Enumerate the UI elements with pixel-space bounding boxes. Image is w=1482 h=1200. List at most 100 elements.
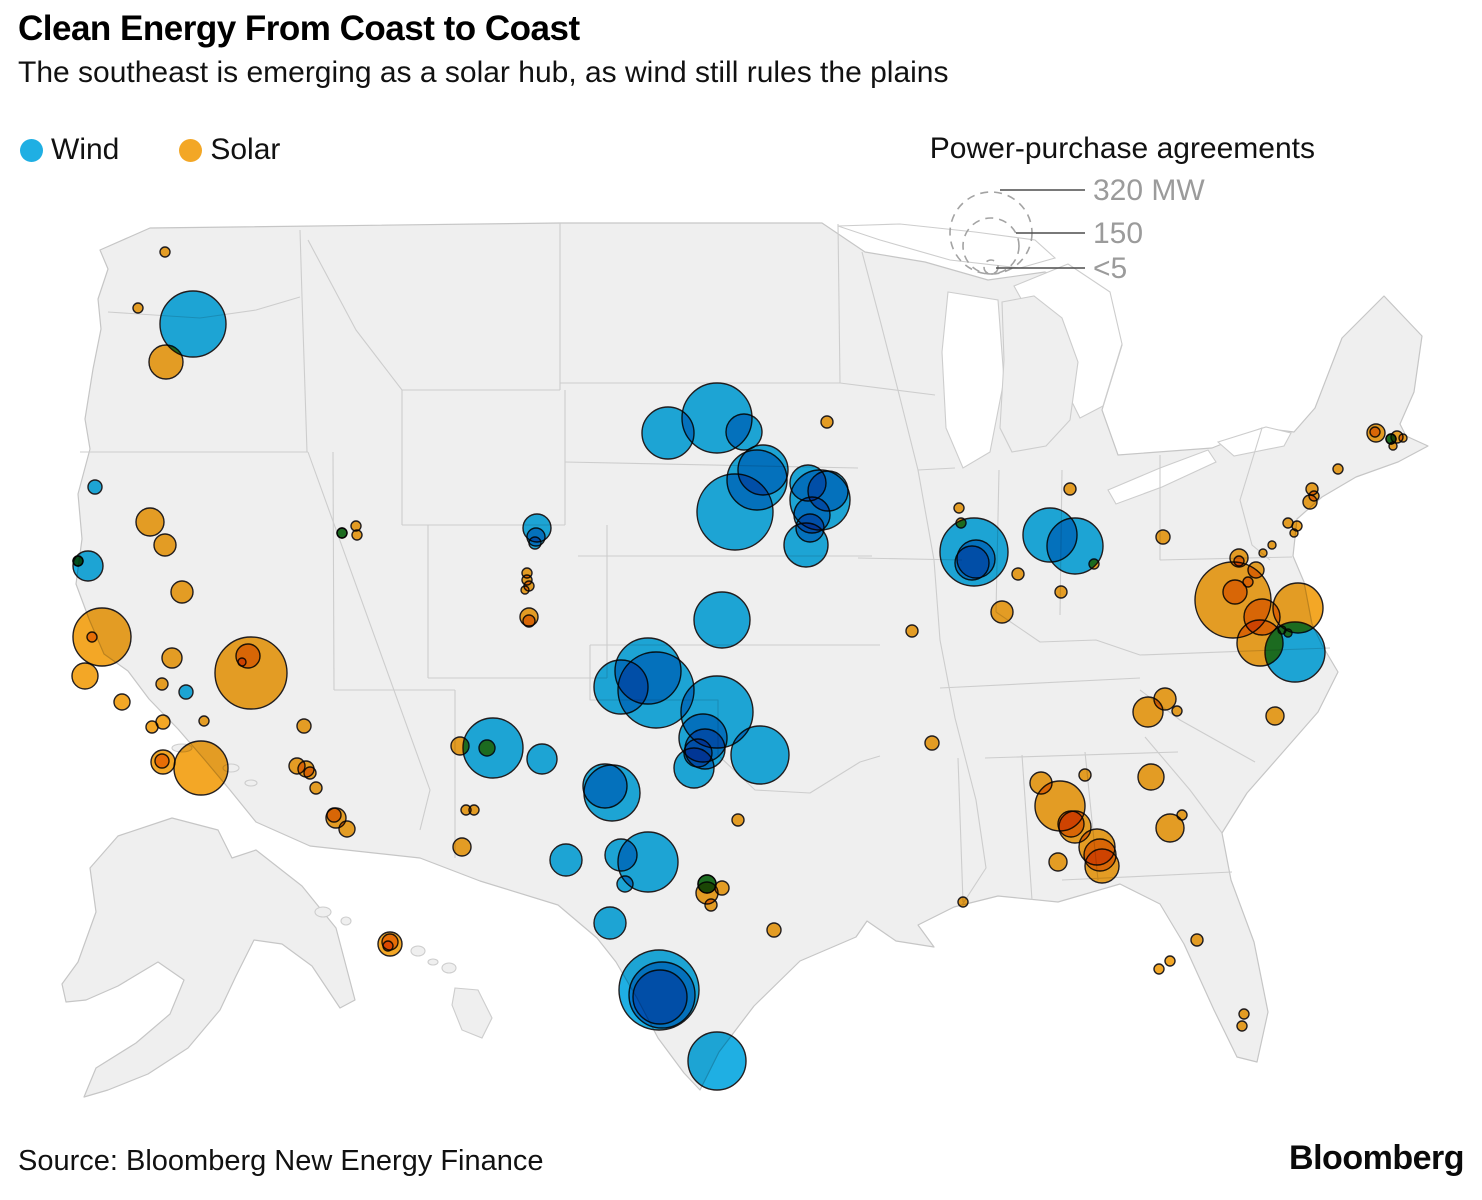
island (244, 779, 258, 787)
bubble-wind (730, 725, 790, 785)
bubble-wind (789, 464, 827, 502)
bubble-solar (1057, 810, 1085, 838)
bubble-wind (549, 843, 583, 877)
bubble-solar (953, 502, 965, 514)
size-legend: Power-purchase agreements 320 MW 150<5 (930, 132, 1315, 285)
bubble-solar (468, 804, 480, 816)
lake-ontario (1216, 426, 1292, 457)
legend-item-wind: Wind (20, 133, 119, 167)
size-legend-label: 150 (1093, 217, 1143, 250)
bubble-solar (351, 529, 363, 541)
bubble-wind (673, 747, 715, 789)
bubble-solar (820, 415, 834, 429)
bubble-solar (336, 527, 348, 539)
bubble-solar (1137, 763, 1165, 791)
bubble-solar (154, 753, 170, 769)
bubble-solar (1258, 548, 1268, 558)
bubble-solar (522, 614, 536, 628)
map-hawaii (314, 906, 493, 1039)
bubble-wind (582, 763, 628, 809)
source-note: Source: Bloomberg New Energy Finance (18, 1145, 544, 1177)
bubble-wind (1264, 621, 1326, 683)
bubble-solar (309, 781, 323, 795)
bubble-wind (737, 444, 789, 496)
wind-dot-icon (20, 138, 43, 162)
bubble-solar (72, 555, 84, 567)
bubble-wind (693, 591, 751, 649)
hawaii-island (410, 945, 426, 957)
color-legend: Wind Solar (20, 133, 326, 167)
bubble-solar (1155, 813, 1185, 843)
bubble-solar (520, 585, 530, 595)
bubble-wind (725, 413, 763, 451)
bubble-solar (1398, 433, 1408, 443)
bubble-solar (173, 740, 229, 796)
bubble-solar (1238, 1008, 1250, 1020)
bubble-solar (924, 735, 940, 751)
bubble-solar (237, 657, 247, 667)
bubble-solar (450, 736, 470, 756)
bubble-wind (1046, 517, 1104, 575)
size-legend-circles: 320 MW 150<5 (949, 174, 1205, 285)
bubble-solar (1190, 933, 1204, 947)
bubble-solar (1176, 809, 1188, 821)
bubble-wind (604, 838, 638, 872)
bubble-solar (1305, 482, 1319, 496)
legend-label-wind: Wind (51, 133, 120, 166)
bubble-wind (616, 875, 634, 893)
bubble-solar (1267, 540, 1277, 550)
bubble-solar (1265, 706, 1285, 726)
bubble-solar (1388, 441, 1398, 451)
bubble-solar (155, 714, 171, 730)
hawaii-island (427, 958, 439, 966)
bubble-solar (714, 880, 730, 896)
bubble-solar (704, 898, 718, 912)
bubble-wind (528, 536, 542, 550)
bubble-solar (1153, 963, 1165, 975)
bubble-solar (957, 896, 969, 908)
page-subtitle: The southeast is emerging as a solar hub… (18, 56, 949, 89)
bubble-wind (783, 522, 829, 568)
bubble-solar (382, 940, 394, 952)
bubble-solar (326, 807, 342, 823)
bubble-solar (478, 739, 496, 757)
map-alaska (61, 817, 356, 1098)
solar-dot-icon (179, 138, 203, 162)
bubble-solar (1083, 838, 1117, 872)
bubble-solar (1155, 529, 1171, 545)
bubble-solar (1171, 705, 1183, 717)
bubble-solar (1369, 426, 1381, 438)
bubble-solar (1236, 1020, 1248, 1032)
size-legend-circle (962, 217, 1020, 275)
hawaii-island (441, 962, 457, 974)
bubble-solar (905, 624, 919, 638)
header: Clean Energy From Coast to Coast The sou… (18, 8, 948, 90)
bubble-solar (1048, 852, 1068, 872)
hawaii-island (314, 906, 332, 918)
bubble-solar (161, 647, 183, 669)
bubble-solar (1078, 768, 1092, 782)
bubble-solar (113, 693, 131, 711)
bubble-wind (954, 545, 990, 581)
bubble-solar (731, 813, 745, 827)
bubble-solar (72, 607, 132, 667)
bubble-solar (338, 820, 356, 838)
bubble-solar (132, 302, 144, 314)
bubble-solar (990, 600, 1014, 624)
size-legend-circle (983, 259, 999, 275)
lake-michigan (941, 291, 1005, 469)
bubble-solar (1088, 558, 1100, 570)
bubble-solar (452, 837, 472, 857)
bubble-solar (766, 922, 782, 938)
hawaii-island (340, 916, 352, 926)
bubble-solar (303, 766, 317, 780)
size-legend-label: <5 (1093, 252, 1127, 285)
bubble-wind (178, 684, 194, 700)
bubble-solar (1164, 955, 1176, 967)
bubble-wind (632, 969, 688, 1025)
bubble-solar (1332, 463, 1344, 475)
bubble-wind (687, 1031, 747, 1091)
bubble-solar (170, 580, 194, 604)
lake-superior (837, 223, 1057, 269)
